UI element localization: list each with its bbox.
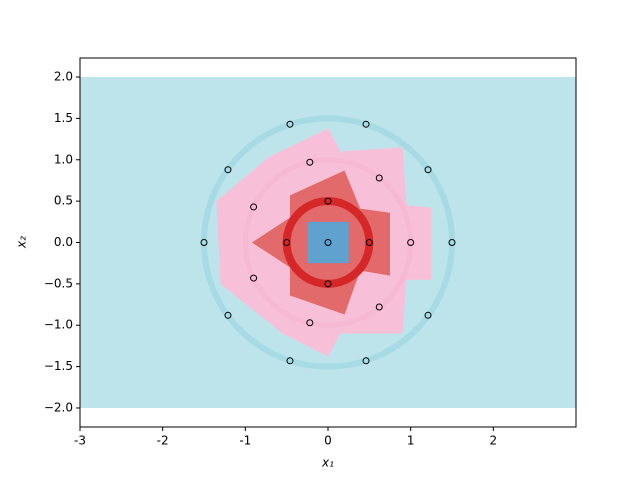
x-tick-label: -3: [74, 434, 86, 448]
point: [362, 357, 370, 365]
point: [324, 239, 332, 246]
point: [283, 239, 291, 246]
point: [365, 239, 373, 246]
x-tick-label: -2: [157, 434, 169, 448]
y-tick-label: 0.0: [54, 235, 73, 249]
point: [306, 158, 314, 166]
ring: [201, 115, 455, 370]
point: [286, 357, 294, 365]
point: [250, 274, 258, 282]
x-tick-label: 1: [407, 434, 415, 448]
point: [324, 197, 332, 205]
x-axis-label: x₁: [321, 456, 334, 470]
point: [424, 311, 432, 319]
point: [200, 239, 208, 246]
y-axis-label: x₂: [15, 236, 29, 249]
y-tick-label: −2.0: [44, 400, 73, 414]
y-tick-label: 0.5: [54, 194, 73, 208]
point: [224, 311, 232, 319]
point: [362, 120, 370, 128]
x-tick-label: 2: [490, 434, 498, 448]
y-tick-label: −1.5: [44, 359, 73, 373]
point: [424, 166, 432, 174]
region: [307, 221, 349, 264]
point: [286, 120, 294, 128]
x-tick-label: -1: [239, 434, 251, 448]
y-tick-label: −1.0: [44, 318, 73, 332]
point: [375, 174, 383, 182]
y-tick-label: 2.0: [54, 70, 73, 84]
ring: [242, 157, 414, 328]
point: [250, 203, 258, 211]
ring: [282, 197, 374, 288]
point: [224, 166, 232, 174]
y-tick-label: −0.5: [44, 276, 73, 290]
point: [407, 239, 415, 246]
point: [306, 319, 314, 327]
y-tick-label: 1.5: [54, 111, 73, 125]
point: [448, 239, 456, 246]
point: [324, 280, 332, 288]
point: [375, 303, 383, 311]
x-tick-label: 0: [324, 434, 332, 448]
y-tick-label: 1.0: [54, 152, 73, 166]
